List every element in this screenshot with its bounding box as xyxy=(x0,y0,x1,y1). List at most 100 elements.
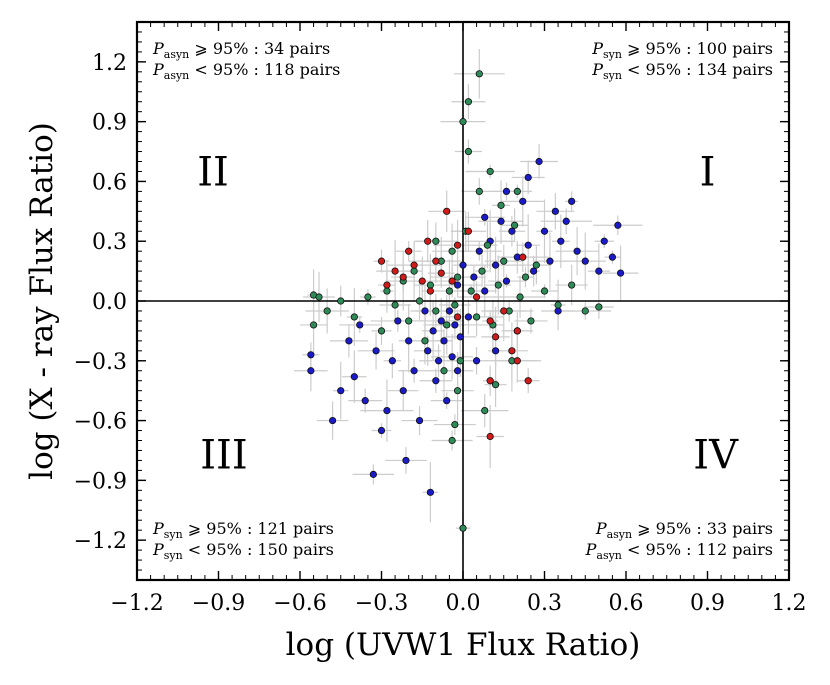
data-point xyxy=(481,407,489,415)
data-point xyxy=(500,257,508,265)
data-point xyxy=(328,416,337,425)
data-point xyxy=(491,347,500,355)
count-annotation: Pasyn < 95% : 118 pairs xyxy=(152,60,340,82)
data-point xyxy=(448,277,456,285)
data-point xyxy=(383,407,391,415)
data-point xyxy=(440,337,448,345)
data-point xyxy=(451,321,459,329)
data-point xyxy=(554,301,562,309)
x-tick-label: −0.3 xyxy=(355,591,408,616)
data-point xyxy=(337,297,345,305)
data-points xyxy=(307,70,625,532)
data-point xyxy=(453,241,462,249)
data-point xyxy=(497,201,505,209)
quadrant-label: I xyxy=(700,149,716,195)
data-point xyxy=(551,207,559,215)
data-point xyxy=(481,287,489,295)
count-annotation: Pasyn < 95% : 112 pairs xyxy=(585,540,773,562)
y-tick-label: 0.9 xyxy=(92,111,127,136)
data-point xyxy=(540,227,549,235)
data-point xyxy=(443,397,451,405)
data-point xyxy=(415,416,424,425)
data-point xyxy=(337,387,345,395)
data-point xyxy=(516,293,524,301)
x-tick-label: 0.9 xyxy=(690,591,725,616)
data-point xyxy=(491,261,500,269)
data-point xyxy=(443,321,451,329)
data-point xyxy=(524,377,532,385)
data-point xyxy=(554,307,562,315)
data-point xyxy=(377,327,386,335)
y-tick-label: 0.6 xyxy=(92,170,127,195)
data-point xyxy=(453,313,462,321)
data-point xyxy=(494,281,502,289)
data-point xyxy=(399,387,407,395)
data-point xyxy=(472,357,481,365)
data-point xyxy=(434,357,443,365)
data-point xyxy=(508,347,516,355)
error-bars xyxy=(294,49,643,544)
axis-tick-labels: −1.2 −0.9 −0.6 −0.3 0.0 0.3 0.6 0.9 1.2 1.2 0.9 0.6… xyxy=(74,51,807,616)
data-point xyxy=(456,357,464,365)
data-point xyxy=(429,327,437,335)
count-annotation: Pasyn ⩾ 95% : 33 pairs xyxy=(595,519,773,541)
data-point xyxy=(521,273,530,281)
data-point xyxy=(361,397,369,405)
data-point xyxy=(399,273,407,281)
reference-lines xyxy=(137,22,789,580)
y-tick-label: 0.0 xyxy=(92,290,127,315)
data-point xyxy=(432,237,440,245)
data-point xyxy=(388,357,396,365)
data-point xyxy=(540,287,549,295)
y-tick-label: −0.3 xyxy=(74,350,127,375)
data-point xyxy=(562,217,570,225)
data-point xyxy=(535,157,543,166)
data-point xyxy=(524,173,532,182)
data-point xyxy=(486,432,494,441)
x-tick-label: 0.6 xyxy=(609,591,644,616)
data-point xyxy=(445,307,454,315)
x-axis-label: log (UVW1 Flux Ratio) xyxy=(286,627,641,663)
data-point xyxy=(437,269,445,277)
data-point xyxy=(356,321,364,329)
data-point xyxy=(568,281,576,289)
data-point xyxy=(616,269,625,277)
data-point xyxy=(424,237,432,245)
data-point xyxy=(581,257,589,265)
data-point xyxy=(391,267,399,275)
data-point xyxy=(600,237,608,245)
data-point xyxy=(424,347,432,355)
data-point xyxy=(432,307,440,315)
data-point xyxy=(451,420,459,429)
data-point xyxy=(443,207,451,215)
data-point xyxy=(377,257,386,265)
data-point xyxy=(527,317,535,325)
data-point xyxy=(323,307,331,315)
data-point xyxy=(432,257,440,265)
data-point xyxy=(394,317,402,325)
data-point xyxy=(519,253,527,261)
data-point xyxy=(608,253,617,261)
data-point xyxy=(448,353,456,361)
data-point xyxy=(350,373,358,381)
data-point xyxy=(432,377,440,385)
data-point xyxy=(511,221,519,229)
y-tick-label: −0.6 xyxy=(74,410,127,435)
data-point xyxy=(410,267,418,275)
data-point xyxy=(364,293,372,301)
data-point xyxy=(418,277,426,285)
data-point xyxy=(451,301,459,309)
data-point xyxy=(486,377,494,385)
data-point xyxy=(426,281,434,289)
x-tick-label: 0.3 xyxy=(527,591,562,616)
data-point xyxy=(448,436,456,445)
count-annotation: Psyn ⩾ 95% : 100 pairs xyxy=(591,39,773,61)
y-tick-label: −1.2 xyxy=(74,529,127,554)
data-point xyxy=(459,524,467,532)
data-point xyxy=(345,337,353,345)
data-point xyxy=(470,273,478,281)
data-point xyxy=(440,367,448,375)
quadrant-label: IV xyxy=(693,432,739,478)
data-point xyxy=(459,118,467,126)
